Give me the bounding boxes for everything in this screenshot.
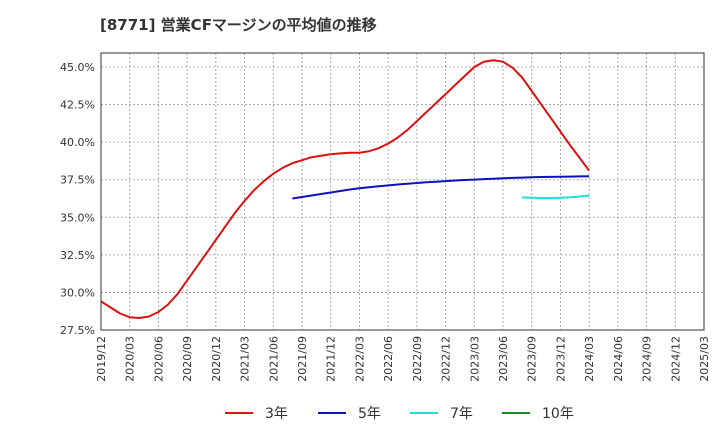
- x-tick-label: 2024/03: [583, 336, 596, 382]
- legend-label: 7年: [450, 406, 473, 422]
- y-tick-label: 35.0%: [60, 211, 95, 224]
- x-tick-label: 2024/12: [669, 336, 682, 382]
- legend-label: 5年: [358, 406, 381, 422]
- x-tick-label: 2021/12: [325, 336, 338, 382]
- x-tick-label: 2023/06: [497, 336, 510, 382]
- x-tick-label: 2021/06: [267, 336, 280, 382]
- x-tick-label: 2020/12: [210, 336, 223, 382]
- plot-border: [100, 52, 705, 331]
- series-line: [100, 59, 590, 319]
- x-tick-label: 2021/09: [296, 336, 309, 382]
- x-tick-label: 2023/12: [554, 336, 567, 382]
- y-tick-label: 32.5%: [60, 249, 95, 262]
- x-axis-ticks: 2019/12 2020/03 2020/06 2020/09 2020/12 2021/…: [95, 336, 711, 382]
- y-tick-label: 37.5%: [60, 174, 95, 187]
- x-tick-label: 2020/09: [181, 336, 194, 382]
- x-tick-label: 2022/03: [353, 336, 366, 382]
- x-tick-label: 2022/09: [411, 336, 424, 382]
- chart-title: [8771] 営業CFマージンの平均値の推移: [100, 16, 377, 34]
- x-tick-label: 2022/12: [440, 336, 453, 382]
- x-tick-label: 2019/12: [95, 336, 108, 382]
- y-tick-label: 42.5%: [60, 99, 95, 112]
- x-tick-label: 2023/09: [526, 336, 539, 382]
- x-tick-label: 2022/06: [382, 336, 395, 382]
- plot-area: [101, 53, 704, 330]
- x-tick-label: 2021/03: [239, 336, 252, 382]
- series-layer: [100, 59, 590, 319]
- y-tick-label: 27.5%: [60, 324, 95, 337]
- x-tick-label: 2020/06: [152, 336, 165, 382]
- series-line: [522, 194, 590, 199]
- x-tick-label: 2020/03: [124, 336, 137, 382]
- x-tick-label: 2025/03: [698, 336, 711, 382]
- y-tick-label: 45.0%: [60, 61, 95, 74]
- legend-label: 3年: [265, 406, 288, 422]
- x-tick-label: 2024/09: [641, 336, 654, 382]
- y-tick-label: 40.0%: [60, 136, 95, 149]
- legend-label: 10年: [542, 406, 574, 422]
- y-axis-ticks: 27.5% 30.0% 32.5% 35.0% 37.5% 40.0% 42.5% 45.0%: [60, 61, 95, 337]
- y-tick-label: 30.0%: [60, 286, 95, 299]
- x-tick-label: 2023/03: [468, 336, 481, 382]
- x-tick-label: 2024/06: [612, 336, 625, 382]
- series-line: [292, 175, 590, 200]
- legend: 3年 5年 7年 10年: [225, 406, 574, 422]
